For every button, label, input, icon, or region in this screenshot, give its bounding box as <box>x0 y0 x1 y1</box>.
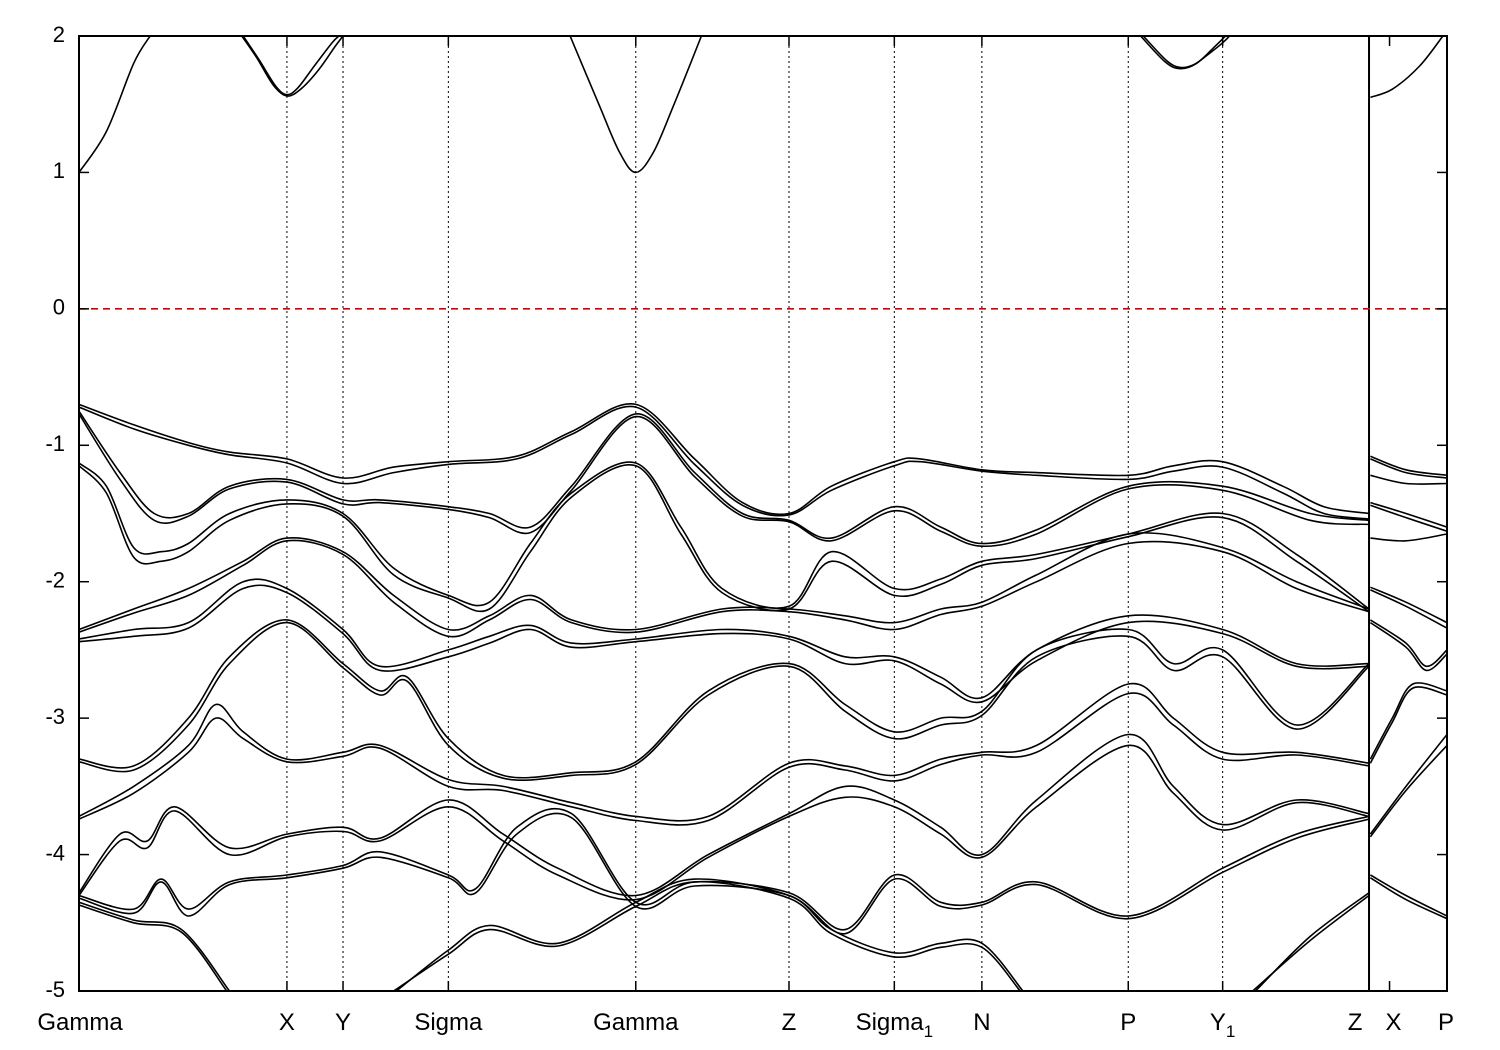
band-line-16 <box>79 578 1370 700</box>
x-tick-labels: Gamma X Y Sigma Gamma Z Sigma1 N P Y1 Z X P <box>37 1009 1454 1041</box>
band-line-11 <box>79 413 1370 548</box>
band-line-25 <box>79 812 1370 935</box>
band-line-3 <box>242 36 340 96</box>
y-tick-label: 0 <box>53 295 65 320</box>
band-line-32 <box>1370 455 1447 477</box>
band-lines <box>79 36 1447 991</box>
band-line-42 <box>1369 682 1447 760</box>
band-line-19 <box>79 621 1370 782</box>
y-tick-label: -1 <box>45 431 65 456</box>
band-line-35 <box>1370 501 1447 528</box>
y-tick-label: -5 <box>45 977 65 1002</box>
x-tick-label-gamma: Gamma <box>37 1009 123 1036</box>
band-line-37 <box>1370 533 1447 542</box>
band-line-9 <box>79 405 1370 520</box>
band-line-24 <box>79 808 1370 931</box>
band-line-33 <box>1370 458 1447 479</box>
band-line-10 <box>79 410 1370 545</box>
band-line-7 <box>1370 36 1444 99</box>
y-tick-label: 1 <box>53 158 65 183</box>
y-tick-label: -4 <box>45 840 65 865</box>
band-line-20 <box>79 682 1370 822</box>
band-line-38 <box>1370 586 1447 624</box>
band-line-12 <box>79 461 1370 610</box>
band-line-47 <box>1369 877 1447 920</box>
band-line-36 <box>1370 504 1447 532</box>
y-tick-label: -2 <box>45 568 65 593</box>
x-tick-label-y: Y <box>335 1009 351 1036</box>
band-line-43 <box>1369 686 1447 764</box>
x-tick-label-sigma: Sigma <box>414 1009 483 1036</box>
x-tick-label-z: Z <box>1348 1009 1363 1036</box>
band-line-40 <box>1369 619 1447 668</box>
band-line-4 <box>569 36 703 174</box>
band-line-29 <box>393 880 1021 991</box>
band-line-8 <box>79 403 1370 516</box>
band-line-1 <box>79 36 151 173</box>
band-line-27 <box>79 904 228 991</box>
band-line-46 <box>1370 874 1447 917</box>
x-tick-label-n: N <box>973 1009 990 1036</box>
plot-frame <box>78 35 1448 992</box>
y-tick-label: 2 <box>53 22 65 47</box>
x-tick-label-x: X <box>1386 1009 1402 1036</box>
x-tick-label-y1: Y1 <box>1210 1009 1235 1041</box>
band-line-22 <box>79 733 1370 897</box>
x-tick-label-gamma: Gamma <box>593 1009 679 1036</box>
y-tick-labels: -5 -4 -3 -2 -1 0 1 2 <box>45 22 65 1002</box>
x-tick-label-p: P <box>1438 1009 1454 1036</box>
band-line-28 <box>395 878 1024 991</box>
y-tick-label: -3 <box>45 704 65 729</box>
band-line-14 <box>79 532 1370 631</box>
axis-ticks <box>78 35 1448 992</box>
band-line-6 <box>1140 36 1226 70</box>
x-tick-label-p: P <box>1120 1009 1136 1036</box>
x-tick-label-sigma1: Sigma1 <box>856 1009 934 1041</box>
x-tick-label-subscript: 1 <box>924 1022 933 1041</box>
band-line-44 <box>1369 734 1447 835</box>
band-line-26 <box>79 901 231 991</box>
x-tick-label-subscript: 1 <box>1226 1022 1235 1041</box>
band-line-5 <box>1142 36 1231 69</box>
band-line-23 <box>79 744 1370 901</box>
band-line-31 <box>1252 894 1370 991</box>
band-line-41 <box>1369 621 1447 672</box>
x-tick-label-z: Z <box>782 1009 797 1036</box>
band-line-21 <box>79 692 1370 826</box>
band-line-39 <box>1370 589 1447 629</box>
x-tick-label-x: X <box>279 1009 295 1036</box>
band-line-45 <box>1369 744 1447 838</box>
band-line-15 <box>79 539 1370 638</box>
band-line-2 <box>241 36 344 97</box>
band-line-34 <box>1370 474 1447 485</box>
band-line-13 <box>79 463 1370 613</box>
band-line-18 <box>79 619 1370 779</box>
